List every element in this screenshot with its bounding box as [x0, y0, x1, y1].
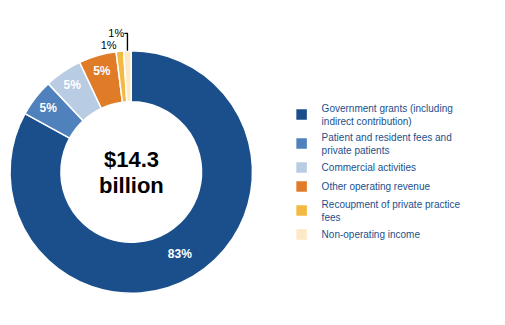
svg-text:$14.3: $14.3	[104, 147, 159, 172]
svg-text:Non-operating income: Non-operating income	[322, 229, 421, 240]
svg-text:billion: billion	[99, 173, 164, 198]
svg-text:83%: 83%	[168, 247, 192, 261]
svg-text:5%: 5%	[40, 101, 58, 115]
svg-text:5%: 5%	[93, 64, 111, 78]
svg-text:Other operating revenue: Other operating revenue	[322, 181, 431, 192]
svg-text:1%: 1%	[108, 27, 124, 39]
svg-text:Commercial activities: Commercial activities	[322, 162, 416, 173]
svg-text:Patient and resident fees andp: Patient and resident fees andprivate pat…	[322, 132, 452, 156]
svg-text:Government grants (includingin: Government grants (includingindirect con…	[322, 103, 453, 127]
svg-text:Recoupment of private practice: Recoupment of private practicefees	[322, 199, 461, 223]
svg-text:5%: 5%	[63, 78, 81, 92]
svg-text:1%: 1%	[101, 39, 117, 51]
